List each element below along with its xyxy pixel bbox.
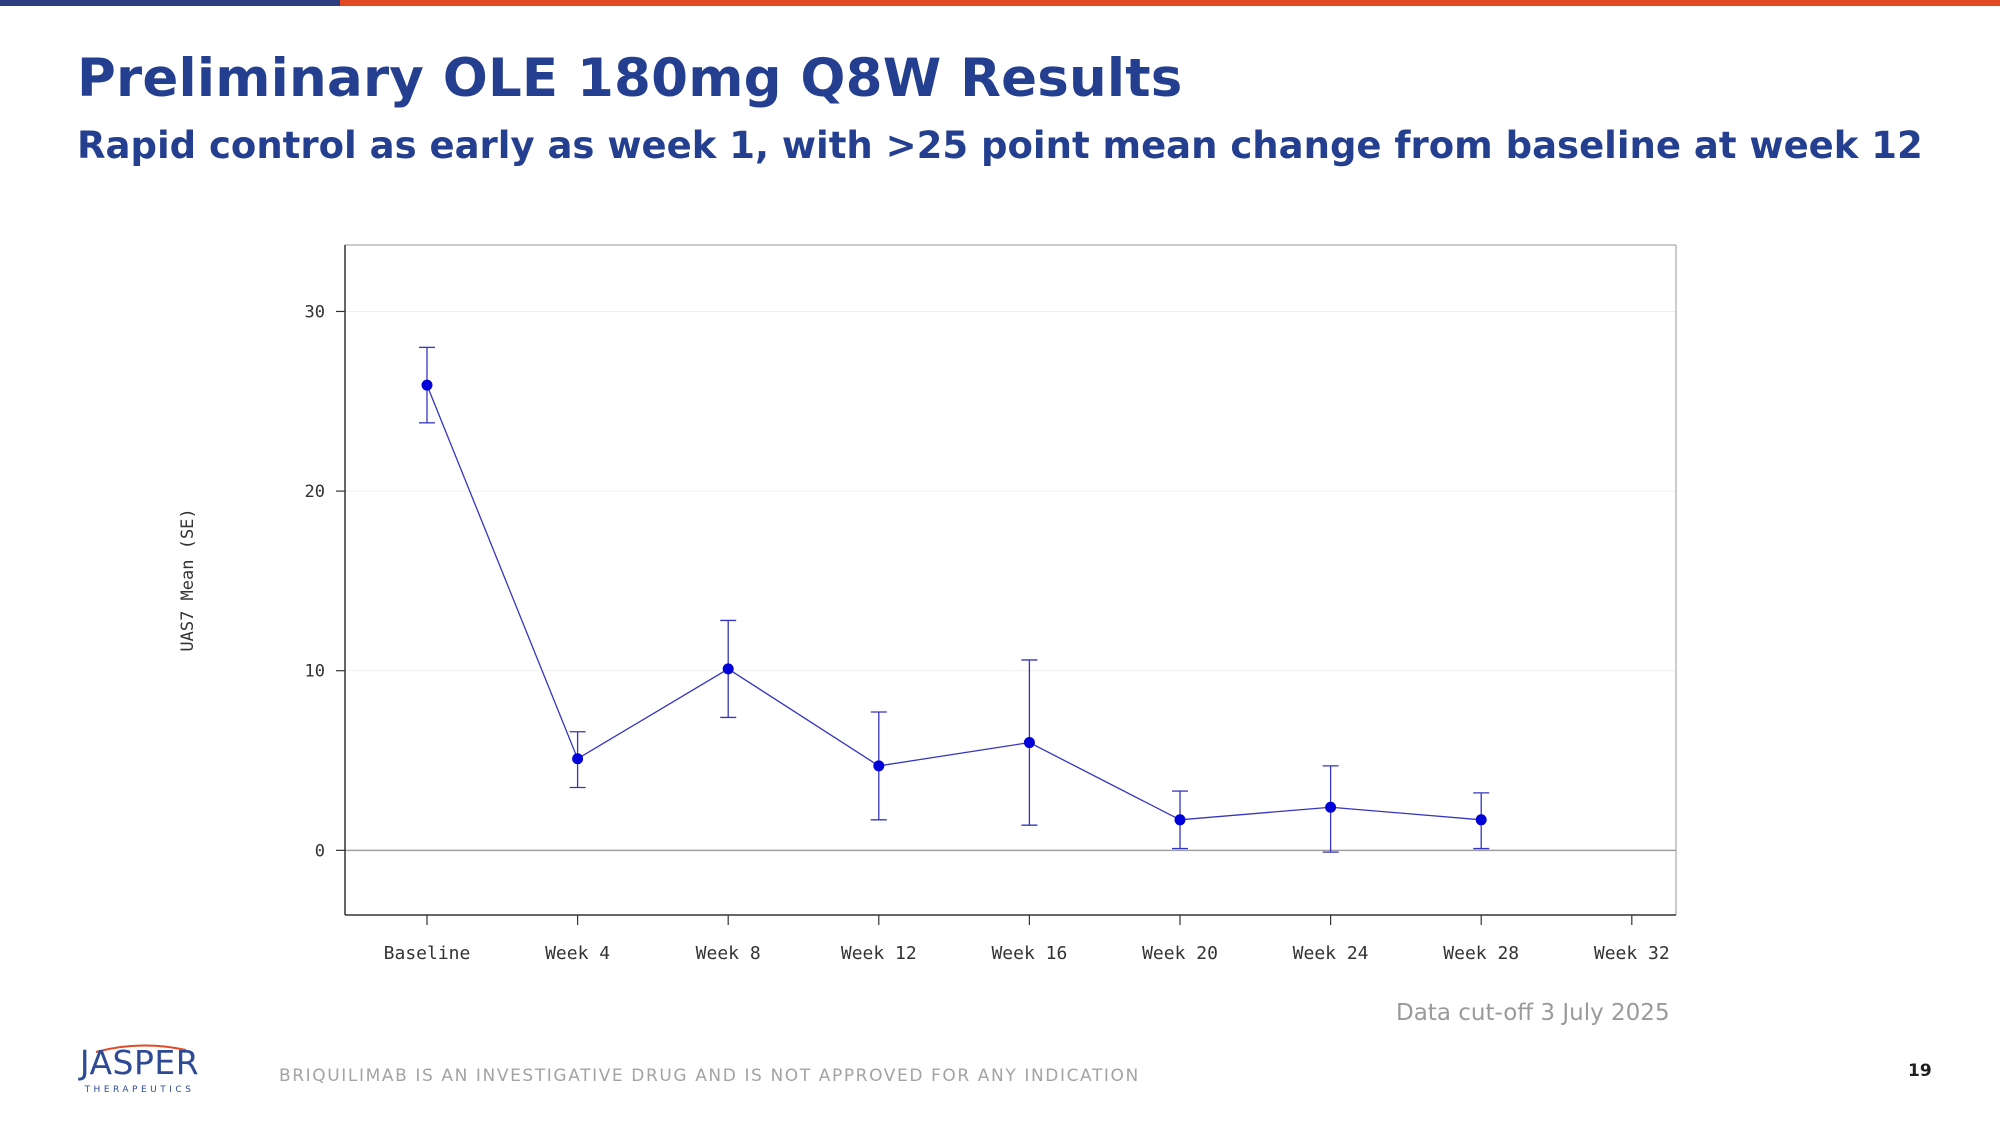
logo-arc-icon <box>95 1044 187 1053</box>
data-point <box>1475 814 1487 826</box>
series-line <box>426 384 1482 821</box>
page-number: 19 <box>1908 1061 1932 1081</box>
y-tick-label: 20 <box>305 482 325 502</box>
x-tick-label: Week 12 <box>841 943 917 964</box>
x-tick-label: Week 28 <box>1443 943 1519 964</box>
x-tick-label: Week 16 <box>991 943 1067 964</box>
x-tick-label: Week 32 <box>1594 943 1670 964</box>
x-tick-label: Week 4 <box>545 943 610 964</box>
y-tick-label: 30 <box>305 302 325 322</box>
slide-subtitle: Rapid control as early as week 1, with >… <box>77 124 1923 167</box>
x-tick-label: Week 20 <box>1142 943 1218 964</box>
disclaimer: BRIQUILIMAB IS AN INVESTIGATIVE DRUG AND… <box>279 1066 1140 1086</box>
data-point <box>722 663 734 675</box>
data-point <box>572 753 584 765</box>
logo-wordmark: JASPER <box>79 1043 200 1082</box>
y-tick-label: 0 <box>315 841 325 861</box>
top-accent-bar-left <box>0 0 340 6</box>
slide-title: Preliminary OLE 180mg Q8W Results <box>77 48 1183 109</box>
company-logo: JASPER THERAPEUTICS <box>72 1042 207 1100</box>
x-tick-label: Week 24 <box>1293 943 1369 964</box>
top-accent-bar-right <box>340 0 2000 6</box>
data-point <box>1174 814 1186 826</box>
x-tick-label: Week 8 <box>696 943 761 964</box>
y-axis-title: UAS7 Mean (SE) <box>178 508 198 651</box>
logo-tagline: THERAPEUTICS <box>84 1085 195 1095</box>
x-tick-label: Baseline <box>384 943 471 964</box>
data-point <box>1325 801 1337 813</box>
data-point <box>1023 737 1035 749</box>
data-point <box>873 760 885 772</box>
data-cutoff-note: Data cut-off 3 July 2025 <box>1396 1000 1670 1026</box>
data-point <box>421 379 433 391</box>
top-accent-bar <box>0 0 2000 6</box>
y-tick-label: 10 <box>305 662 325 682</box>
